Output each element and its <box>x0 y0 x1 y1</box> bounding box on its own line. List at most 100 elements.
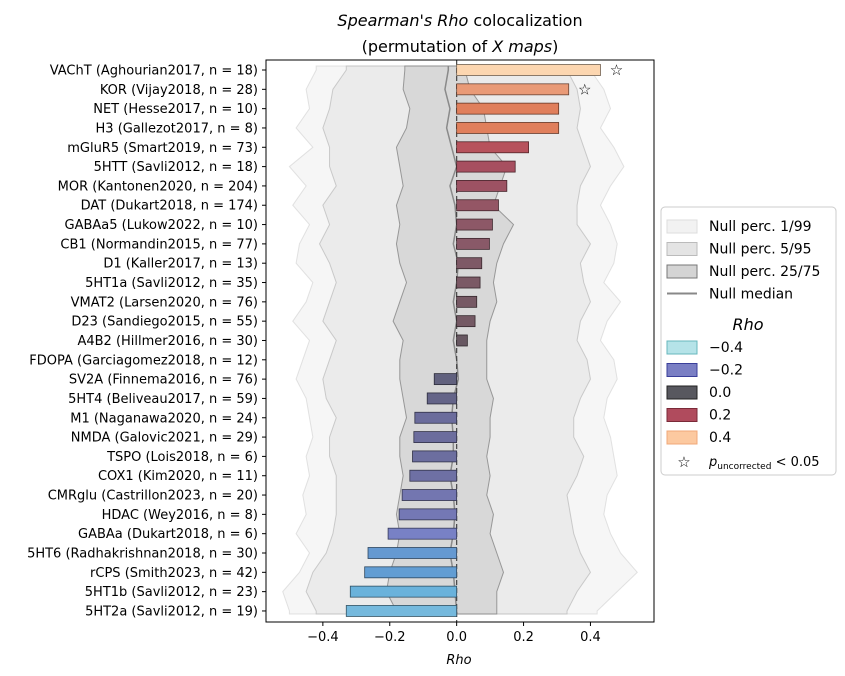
legend-rho-label-1: −0.2 <box>709 363 743 379</box>
bar-25 <box>367 547 458 559</box>
y-tick-label-7: DAT (Dukart2018, n = 174) <box>81 199 258 214</box>
y-tick-label-14: A4B2 (Hillmer2016, n = 30) <box>77 334 258 349</box>
legend-swatch-1 <box>666 242 698 256</box>
x-axis-label: Rho <box>446 653 471 668</box>
y-tick-label-23: HDAC (Wey2016, n = 8) <box>102 508 258 523</box>
legend-null-items: Null perc. 1/99 Null perc. 5/95 Null perc.… <box>666 219 820 303</box>
plot-frame <box>265 59 655 623</box>
y-tick-label-27: 5HT1b (Savli2012, n = 23) <box>85 585 258 600</box>
bar-3 <box>456 122 560 134</box>
x-axis: −0.4 −0.2 0.0 0.2 0.4 <box>307 622 601 645</box>
bar-23 <box>398 508 458 521</box>
p-threshold: < 0.05 <box>771 455 819 470</box>
y-tick-label-10: D1 (Kaller2017, n = 13) <box>103 257 258 272</box>
y-tick-label-28: 5HT2a (Savli2012, n = 19) <box>85 604 258 619</box>
legend-significance-label: puncorrected < 0.05 <box>708 455 820 472</box>
chart-title-line1: Spearman's Rho colocalization <box>337 11 582 30</box>
legend-label-0: Null perc. 1/99 <box>709 219 812 235</box>
legend-label-2: Null perc. 25/75 <box>709 264 820 280</box>
y-tick-label-9: CB1 (Normandin2015, n = 77) <box>60 237 258 252</box>
title-italic-part: Spearman's Rho <box>337 11 468 30</box>
y-tick-label-16: SV2A (Finnema2016, n = 76) <box>69 373 258 388</box>
legend-swatch-0 <box>666 219 698 234</box>
y-tick-label-2: NET (Hesse2017, n = 10) <box>93 102 258 117</box>
y-tick-label-26: rCPS (Smith2023, n = 42) <box>90 566 258 581</box>
significance-star-1: ☆ <box>578 80 591 98</box>
bar-19 <box>413 431 458 443</box>
title2-italic: X maps <box>491 37 552 56</box>
legend-rho-swatch-2 <box>666 385 698 400</box>
bar-26 <box>364 566 458 579</box>
legend-rho-label-2: 0.0 <box>709 385 731 401</box>
bar-28 <box>345 605 458 617</box>
bar-9 <box>456 237 490 250</box>
p-symbol: p <box>708 455 717 470</box>
bar-16 <box>433 373 458 386</box>
y-tick-label-24: GABAa (Dukart2018, n = 6) <box>78 527 258 542</box>
legend-significance-item: ☆ puncorrected < 0.05 <box>677 453 819 472</box>
y-tick-label-15: FDOPA (Garciagomez2018, n = 12) <box>29 353 258 368</box>
legend-rho-items: −0.4 −0.2 0.0 0.2 0.4 <box>666 340 743 446</box>
bar-12 <box>456 295 478 308</box>
y-tick-label-25: 5HT6 (Radhakrishnan2018, n = 30) <box>27 547 258 562</box>
bar-2 <box>456 102 560 115</box>
bar-11 <box>456 276 481 289</box>
significance-star-0: ☆ <box>610 61 623 79</box>
bar-5 <box>456 160 516 173</box>
legend-rho-label-4: 0.4 <box>709 430 731 446</box>
bar-0 <box>456 64 601 76</box>
y-tick-label-0: VAChT (Aghourian2017, n = 18) <box>50 64 258 79</box>
bar-14 <box>456 334 468 347</box>
y-tick-label-20: TSPO (Lois2018, n = 6) <box>106 450 258 465</box>
legend-swatch-2 <box>666 264 698 279</box>
legend: Null perc. 1/99 Null perc. 5/95 Null perc.… <box>660 206 837 476</box>
y-tick-label-3: H3 (Gallezot2017, n = 8) <box>96 121 258 136</box>
bar-10 <box>456 257 483 270</box>
legend-rho-label-0: −0.4 <box>709 340 743 356</box>
title2-suffix: ) <box>552 37 558 56</box>
y-tick-label-4: mGluR5 (Smart2019, n = 73) <box>67 141 258 156</box>
x-tick-label-4: 0.4 <box>580 630 601 645</box>
p-subscript: uncorrected <box>717 462 771 472</box>
chart-title-line2: (permutation of X maps) <box>362 37 559 56</box>
legend-label-3: Null median <box>709 287 793 303</box>
legend-rho-swatch-4 <box>666 430 698 445</box>
bar-27 <box>349 585 458 598</box>
plot-area: ☆☆ <box>265 59 655 623</box>
legend-frame <box>660 206 837 476</box>
bar-22 <box>401 489 458 501</box>
category-labels: VAChT (Aghourian2017, n = 18) KOR (Vijay2… <box>27 64 266 619</box>
y-tick-label-8: GABAa5 (Lukow2022, n = 10) <box>65 218 258 233</box>
bar-17 <box>426 392 458 405</box>
bar-13 <box>456 315 476 328</box>
bar-1 <box>456 83 570 96</box>
bar-6 <box>456 180 508 192</box>
y-tick-label-13: D23 (Sandiego2015, n = 55) <box>71 315 258 330</box>
y-tick-label-21: COX1 (Kim2020, n = 11) <box>98 469 258 484</box>
y-tick-label-17: 5HT4 (Beliveau2017, n = 59) <box>68 392 258 407</box>
bar-20 <box>412 450 458 463</box>
y-tick-label-6: MOR (Kantonen2020, n = 204) <box>58 179 258 194</box>
x-tick-label-2: 0.0 <box>446 630 467 645</box>
legend-rho-swatch-1 <box>666 363 698 377</box>
y-tick-label-18: M1 (Naganawa2020, n = 24) <box>70 411 258 426</box>
bar-4 <box>456 141 529 154</box>
bar-8 <box>456 218 493 231</box>
y-tick-label-1: KOR (Vijay2018, n = 28) <box>100 83 258 98</box>
x-tick-label-3: 0.2 <box>513 630 534 645</box>
star-icon: ☆ <box>677 453 690 471</box>
x-tick-label-0: −0.4 <box>307 630 339 645</box>
legend-title: Rho <box>732 315 763 334</box>
title2-prefix: (permutation of <box>362 37 493 56</box>
legend-label-1: Null perc. 5/95 <box>709 242 812 258</box>
y-tick-label-19: NMDA (Galovic2021, n = 29) <box>71 431 258 446</box>
bar-21 <box>409 469 458 482</box>
bar-7 <box>456 199 499 212</box>
y-tick-label-11: 5HT1a (Savli2012, n = 35) <box>85 276 258 291</box>
bar-18 <box>414 411 458 424</box>
legend-rho-swatch-0 <box>666 340 698 355</box>
y-tick-label-5: 5HTT (Savli2012, n = 18) <box>94 160 258 175</box>
y-tick-label-22: CMRglu (Castrillon2023, n = 20) <box>48 489 258 504</box>
legend-rho-swatch-3 <box>666 408 698 422</box>
